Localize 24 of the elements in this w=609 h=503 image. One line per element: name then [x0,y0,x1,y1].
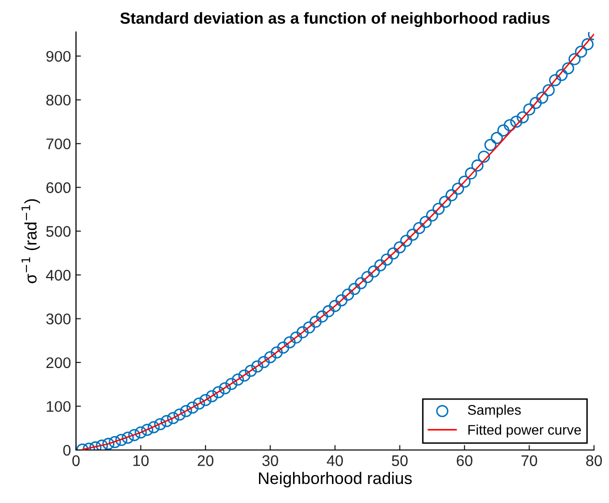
y-tick-label: 800 [46,94,71,106]
y-tick-label: 100 [46,401,71,412]
x-tick-label: 10 [133,455,149,466]
y-axis-title: σ$^{−1}$ (rad$^{−1}$) [22,199,40,284]
y-tick-label: 700 [46,138,71,150]
x-axis-title: Neighborhood radius [259,472,412,488]
x-tick-label: 80 [586,455,602,466]
y-tick-label: 200 [46,357,71,368]
x-tick-label: 0 [72,455,80,466]
y-tick-label: 900 [46,50,71,62]
chart-title: Standard deviation as a function of neighborhood radius [120,12,550,28]
y-tick-label: 300 [46,314,71,324]
y-tick-label: 400 [46,270,71,281]
y-tick-label: 0 [63,444,71,456]
x-tick-label: 60 [456,455,472,466]
x-tick-label: 50 [392,455,408,466]
x-tick-label: 20 [198,455,214,466]
y-tick-label: 600 [46,182,71,194]
y-tick-label: 500 [46,226,71,237]
legend-label: Fitted power curve [468,424,581,438]
x-tick-label: 70 [522,455,538,466]
legend-label: Samples [468,404,521,418]
x-tick-label: 40 [326,455,343,466]
x-tick-label: 30 [262,455,278,466]
